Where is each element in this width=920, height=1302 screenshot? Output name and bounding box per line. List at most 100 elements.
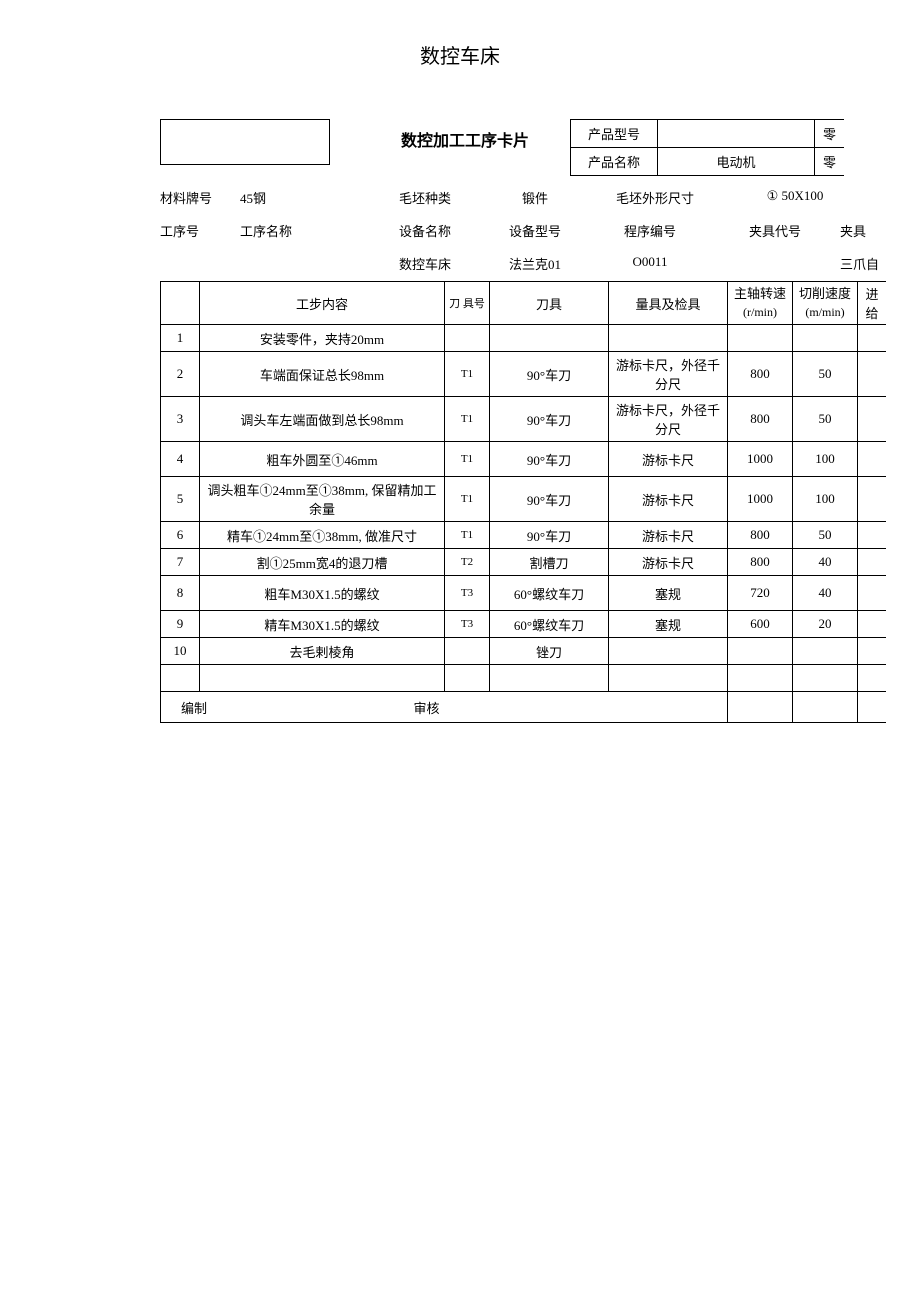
- product-model-value: [658, 120, 815, 148]
- cell-feed: [858, 522, 887, 549]
- process-table: 工步内容 刀 具号 刀具 量具及检具 主轴转速 (r/min) 切削速度 (m/…: [160, 281, 886, 723]
- table-row: 2车端面保证总长98mmT190°车刀游标卡尺，外径千分尺80050: [161, 352, 887, 397]
- equip-name-label: 设备名称: [370, 217, 480, 244]
- cell-cutspeed: 50: [793, 352, 858, 397]
- cell-feed: [858, 397, 887, 442]
- equip-model-label: 设备型号: [480, 217, 590, 244]
- cell-spindle: 720: [728, 576, 793, 611]
- cell-spindle: 800: [728, 352, 793, 397]
- fixture-code-label: 夹具代号: [710, 217, 840, 244]
- cell-gauge: 游标卡尺: [609, 522, 728, 549]
- cell-step: 去毛剌棱角: [200, 638, 445, 665]
- cell-spindle: 1000: [728, 442, 793, 477]
- table-row: 3调头车左端面做到总长98mmT190°车刀游标卡尺，外径千分尺80050: [161, 397, 887, 442]
- cell-feed: [858, 576, 887, 611]
- cell-gauge: 游标卡尺，外径千分尺: [609, 352, 728, 397]
- cutoff-cell: 零: [815, 148, 845, 176]
- cell-step: 精车①24mm至①38mm, 做准尺寸: [200, 522, 445, 549]
- cell-index: 7: [161, 549, 200, 576]
- cell-step: 调头粗车①24mm至①38mm, 保留精加工余量: [200, 477, 445, 522]
- cell-toolno: T3: [445, 611, 490, 638]
- cell-index: 3: [161, 397, 200, 442]
- table-row: 7割①25mm宽4的退刀槽T2割槽刀游标卡尺80040: [161, 549, 887, 576]
- cell-feed: [858, 549, 887, 576]
- cell-tool: 90°车刀: [490, 397, 609, 442]
- product-info-table: 产品型号 零 产品名称 电动机 零: [570, 119, 844, 176]
- cell-index: 1: [161, 325, 200, 352]
- cell-spindle: 800: [728, 397, 793, 442]
- product-name-value: 电动机: [658, 148, 815, 176]
- blank-row: [161, 665, 887, 692]
- cell-tool: 割槽刀: [490, 549, 609, 576]
- cell-tool: [490, 325, 609, 352]
- col-toolno: 刀 具号: [445, 282, 490, 325]
- cell-gauge: [609, 325, 728, 352]
- cell-tool: 90°车刀: [490, 352, 609, 397]
- compile-label: 编制: [181, 701, 207, 716]
- footer-row: 编制 审核: [161, 692, 887, 723]
- cell-step: 调头车左端面做到总长98mm: [200, 397, 445, 442]
- document-body: 数控加工工序卡片 产品型号 零 产品名称 电动机 零 材料牌号 45钢 毛坯种类…: [160, 119, 920, 723]
- logo-box: [160, 119, 330, 165]
- cell-tool: 90°车刀: [490, 442, 609, 477]
- proc-no-label: 工序号: [160, 217, 240, 244]
- product-name-label: 产品名称: [571, 148, 658, 176]
- fixture-cutoff: 夹具: [840, 217, 890, 244]
- cell-step: 粗车M30X1.5的螺纹: [200, 576, 445, 611]
- cell-gauge: [609, 638, 728, 665]
- fixture-value-cutoff: 三爪自: [840, 250, 890, 277]
- cell-spindle: [728, 638, 793, 665]
- cell-index: 5: [161, 477, 200, 522]
- cell-gauge: 塞规: [609, 576, 728, 611]
- cell-index: 9: [161, 611, 200, 638]
- cell-cutspeed: 100: [793, 477, 858, 522]
- cell-spindle: [728, 325, 793, 352]
- col-tool: 刀具: [490, 282, 609, 325]
- col-step: 工步内容: [200, 282, 445, 325]
- spindle-unit: (r/min): [743, 305, 777, 319]
- prog-no-value: O0011: [590, 250, 710, 277]
- cell-cutspeed: 50: [793, 397, 858, 442]
- cut-unit: (m/min): [805, 305, 844, 319]
- cell-index: 8: [161, 576, 200, 611]
- header-area: 数控加工工序卡片 产品型号 零 产品名称 电动机 零: [160, 119, 920, 176]
- cell-cutspeed: 100: [793, 442, 858, 477]
- col-gauge: 量具及检具: [609, 282, 728, 325]
- cell-feed: [858, 352, 887, 397]
- cell-index: 2: [161, 352, 200, 397]
- col-spindle: 主轴转速 (r/min): [728, 282, 793, 325]
- cell-feed: [858, 638, 887, 665]
- review-label: 审核: [414, 701, 440, 716]
- table-row: 6精车①24mm至①38mm, 做准尺寸T190°车刀游标卡尺80050: [161, 522, 887, 549]
- proc-name-label: 工序名称: [240, 217, 370, 244]
- cell-toolno: T1: [445, 352, 490, 397]
- cell-cutspeed: [793, 638, 858, 665]
- blank-size-label: 毛坯外形尺寸: [590, 184, 720, 211]
- cell-cutspeed: 40: [793, 576, 858, 611]
- cell-spindle: 800: [728, 549, 793, 576]
- table-row: 9精车M30X1.5的螺纹T360°螺纹车刀塞规60020: [161, 611, 887, 638]
- cell-spindle: 800: [728, 522, 793, 549]
- meta-row-1: 材料牌号 45钢 毛坯种类 锻件 毛坯外形尺寸 ① 50X100: [160, 184, 920, 211]
- material-value: 45钢: [240, 184, 370, 211]
- cell-index: 6: [161, 522, 200, 549]
- cell-step: 安装零件，夹持20mm: [200, 325, 445, 352]
- col-feed: 进给: [858, 282, 887, 325]
- table-row: 8粗车M30X1.5的螺纹T360°螺纹车刀塞规72040: [161, 576, 887, 611]
- meta-row-3: 数控车床 法兰克01 O0011 三爪自: [160, 250, 920, 277]
- cell-toolno: T2: [445, 549, 490, 576]
- cell-tool: 90°车刀: [490, 477, 609, 522]
- cell-tool: 60°螺纹车刀: [490, 576, 609, 611]
- cell-spindle: 1000: [728, 477, 793, 522]
- cell-toolno: T1: [445, 522, 490, 549]
- cut-label: 切削速度: [799, 286, 851, 301]
- spindle-label: 主轴转速: [734, 286, 786, 301]
- cell-feed: [858, 611, 887, 638]
- blank-type-label: 毛坯种类: [370, 184, 480, 211]
- cell-toolno: T1: [445, 397, 490, 442]
- cell-cutspeed: 20: [793, 611, 858, 638]
- cell-toolno: T3: [445, 576, 490, 611]
- equip-name-value: 数控车床: [370, 250, 480, 277]
- cell-cutspeed: [793, 325, 858, 352]
- product-model-label: 产品型号: [571, 120, 658, 148]
